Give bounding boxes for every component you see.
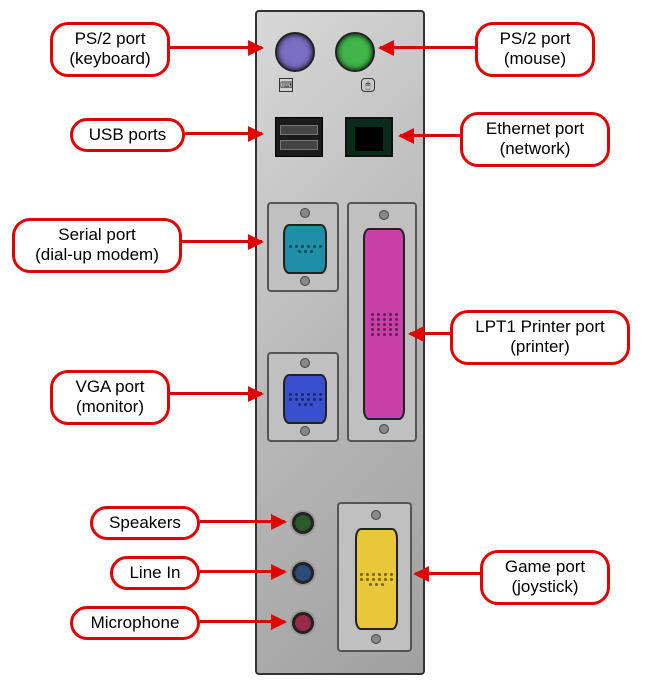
label-line1: Game port	[497, 557, 593, 577]
port-line-in	[292, 562, 314, 584]
arrow-ps2_mouse	[380, 46, 475, 49]
usb-slot	[280, 140, 318, 150]
label-ps2_keyboard: PS/2 port(keyboard)	[50, 22, 170, 77]
arrow-vga	[170, 392, 262, 395]
port-game	[337, 502, 412, 652]
label-line1: Speakers	[107, 513, 183, 533]
label-ethernet: Ethernet port(network)	[460, 112, 610, 167]
port-lpt1	[347, 202, 417, 442]
label-line2: (printer)	[467, 337, 613, 357]
port-vga	[267, 352, 339, 442]
label-mic: Microphone	[70, 606, 200, 640]
vga-connector	[283, 374, 327, 424]
port-microphone	[292, 612, 314, 634]
arrow-game	[415, 572, 480, 575]
label-linein: Line In	[110, 556, 200, 590]
usb-slot	[280, 125, 318, 135]
label-line2: (monitor)	[67, 397, 153, 417]
mouse-icon: 🖱	[361, 78, 375, 92]
port-speakers	[292, 512, 314, 534]
label-ps2_mouse: PS/2 port(mouse)	[475, 22, 595, 77]
game-connector	[355, 528, 398, 630]
arrow-serial	[182, 240, 262, 243]
label-line2: (keyboard)	[67, 49, 153, 69]
serial-connector	[283, 224, 327, 274]
label-usb: USB ports	[70, 118, 185, 152]
label-vga: VGA port(monitor)	[50, 370, 170, 425]
label-game: Game port(joystick)	[480, 550, 610, 605]
label-line2: (network)	[477, 139, 593, 159]
keyboard-icon: ⌨	[279, 78, 293, 92]
label-speakers: Speakers	[90, 506, 200, 540]
arrow-linein	[200, 570, 285, 573]
label-lpt1: LPT1 Printer port(printer)	[450, 310, 630, 365]
label-line1: Microphone	[87, 613, 183, 633]
arrow-mic	[200, 620, 285, 623]
arrow-lpt1	[410, 332, 450, 335]
lpt1-connector	[363, 228, 405, 420]
arrow-ps2_keyboard	[170, 46, 262, 49]
label-serial: Serial port(dial-up modem)	[12, 218, 182, 273]
label-line1: USB ports	[87, 125, 168, 145]
port-usb	[275, 117, 323, 157]
label-line2: (joystick)	[497, 577, 593, 597]
port-ps2-keyboard	[275, 32, 315, 72]
label-line1: Line In	[127, 563, 183, 583]
label-line1: Serial port	[29, 225, 165, 245]
port-ethernet	[345, 117, 393, 157]
arrow-usb	[185, 132, 262, 135]
label-line2: (mouse)	[492, 49, 578, 69]
label-line1: PS/2 port	[67, 29, 153, 49]
label-line1: VGA port	[67, 377, 153, 397]
label-line1: LPT1 Printer port	[467, 317, 613, 337]
arrow-ethernet	[400, 134, 460, 137]
label-line1: PS/2 port	[492, 29, 578, 49]
port-serial	[267, 202, 339, 292]
arrow-speakers	[200, 520, 285, 523]
label-line1: Ethernet port	[477, 119, 593, 139]
label-line2: (dial-up modem)	[29, 245, 165, 265]
port-ps2-mouse	[335, 32, 375, 72]
